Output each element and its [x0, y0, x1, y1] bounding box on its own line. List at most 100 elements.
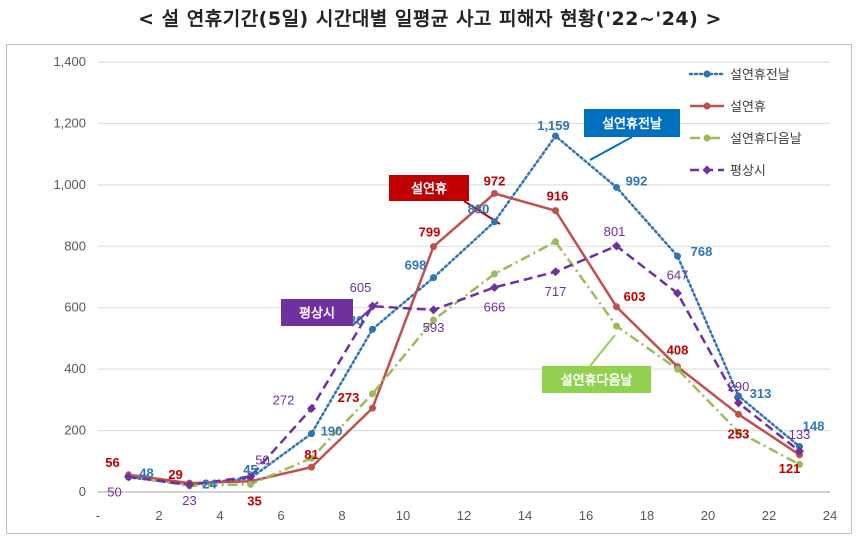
data-label: 1,159	[537, 118, 570, 133]
data-label: 916	[547, 189, 569, 204]
data-point	[124, 472, 133, 482]
data-point	[369, 404, 376, 412]
series-line	[128, 240, 801, 488]
data-label: 717	[545, 284, 567, 299]
data-point	[491, 218, 498, 226]
data-label: 23	[182, 493, 196, 508]
data-label: 273	[338, 390, 360, 405]
data-point	[612, 241, 621, 251]
data-label: 253	[728, 426, 750, 441]
x-tick-label: 24	[823, 508, 837, 523]
data-label: 768	[691, 244, 713, 259]
data-point	[430, 274, 437, 282]
data-label: 408	[667, 343, 689, 358]
callout-label: 설연휴다음날	[561, 373, 633, 389]
data-point	[491, 270, 498, 278]
data-label: 56	[105, 455, 119, 470]
legend-marker	[703, 134, 711, 142]
callout-leader	[589, 136, 633, 161]
callout-box	[584, 109, 680, 137]
data-point	[490, 282, 499, 292]
legend-marker	[702, 165, 712, 175]
data-point	[674, 365, 681, 373]
chart-title: < 설 연휴기간(5일) 시간대별 일평균 사고 피해자 현황('22~'24)…	[138, 8, 722, 30]
x-tick-label: 12	[457, 508, 471, 523]
data-point	[308, 430, 315, 438]
data-label: 593	[423, 320, 445, 335]
data-point	[673, 288, 682, 298]
data-label: 50	[107, 485, 121, 500]
data-label: 50	[255, 453, 269, 468]
data-point	[552, 207, 559, 215]
x-tick-label: 20	[701, 508, 715, 523]
legend-label: 설연휴	[730, 100, 766, 115]
data-label: 666	[484, 299, 506, 314]
data-point	[308, 463, 315, 471]
callout-box	[542, 366, 651, 393]
data-point	[308, 454, 315, 462]
data-label: 35	[247, 493, 261, 508]
data-point	[796, 460, 803, 468]
callout-label: 설연휴전날	[602, 116, 662, 132]
x-tick-label: 18	[640, 508, 654, 523]
data-point	[552, 238, 559, 246]
data-point	[552, 132, 559, 140]
callout-leader	[589, 334, 616, 367]
data-label: 272	[273, 392, 295, 407]
data-point	[429, 305, 438, 315]
gridlines	[98, 61, 830, 493]
data-label: 801	[604, 224, 626, 239]
legend-marker	[703, 70, 711, 78]
data-point	[734, 398, 743, 408]
data-point	[735, 392, 742, 400]
y-tick-label: 200	[64, 423, 86, 438]
y-tick-label: 400	[64, 361, 86, 376]
data-point	[613, 183, 620, 191]
data-label: 190	[321, 424, 343, 439]
data-label: 799	[419, 225, 441, 240]
series-markers	[124, 132, 804, 490]
data-label: 81	[304, 447, 318, 462]
x-tick-label: 10	[396, 508, 410, 523]
legend-marker	[703, 102, 711, 110]
data-point	[735, 410, 742, 418]
series-line	[128, 192, 801, 485]
callout-label: 평상시	[299, 306, 335, 322]
data-label: 647	[667, 267, 689, 282]
callout-box	[389, 175, 469, 201]
data-label: 148	[803, 419, 825, 434]
series-line	[128, 244, 801, 487]
data-point	[369, 325, 376, 333]
data-point	[491, 189, 498, 197]
legend-label: 평상시	[730, 164, 766, 179]
data-point	[674, 252, 681, 260]
x-tick-label: 22	[762, 508, 776, 523]
callout-box	[281, 299, 353, 326]
data-label: 603	[624, 289, 646, 304]
y-tick-label: 1,400	[53, 54, 86, 69]
y-tick-label: 1,200	[53, 115, 86, 130]
chart-frame	[6, 44, 852, 534]
x-tick-label: 6	[277, 508, 284, 523]
data-label: 290	[728, 379, 750, 394]
legend-label: 설연휴다음날	[730, 132, 802, 147]
data-point	[613, 322, 620, 330]
data-point	[551, 267, 560, 277]
data-label: 29	[168, 467, 182, 482]
y-tick-label: 0	[79, 484, 86, 499]
data-label: 121	[779, 461, 801, 476]
data-label: 992	[626, 173, 648, 188]
x-tick-label: 8	[338, 508, 345, 523]
series-line	[127, 134, 801, 486]
y-tick-label: 600	[64, 300, 86, 315]
series-lines	[127, 134, 801, 488]
x-tick-label: 4	[216, 508, 223, 523]
data-point	[430, 316, 437, 324]
data-point	[307, 403, 316, 413]
data-label: 880	[468, 202, 490, 217]
data-label: 133	[789, 427, 811, 442]
